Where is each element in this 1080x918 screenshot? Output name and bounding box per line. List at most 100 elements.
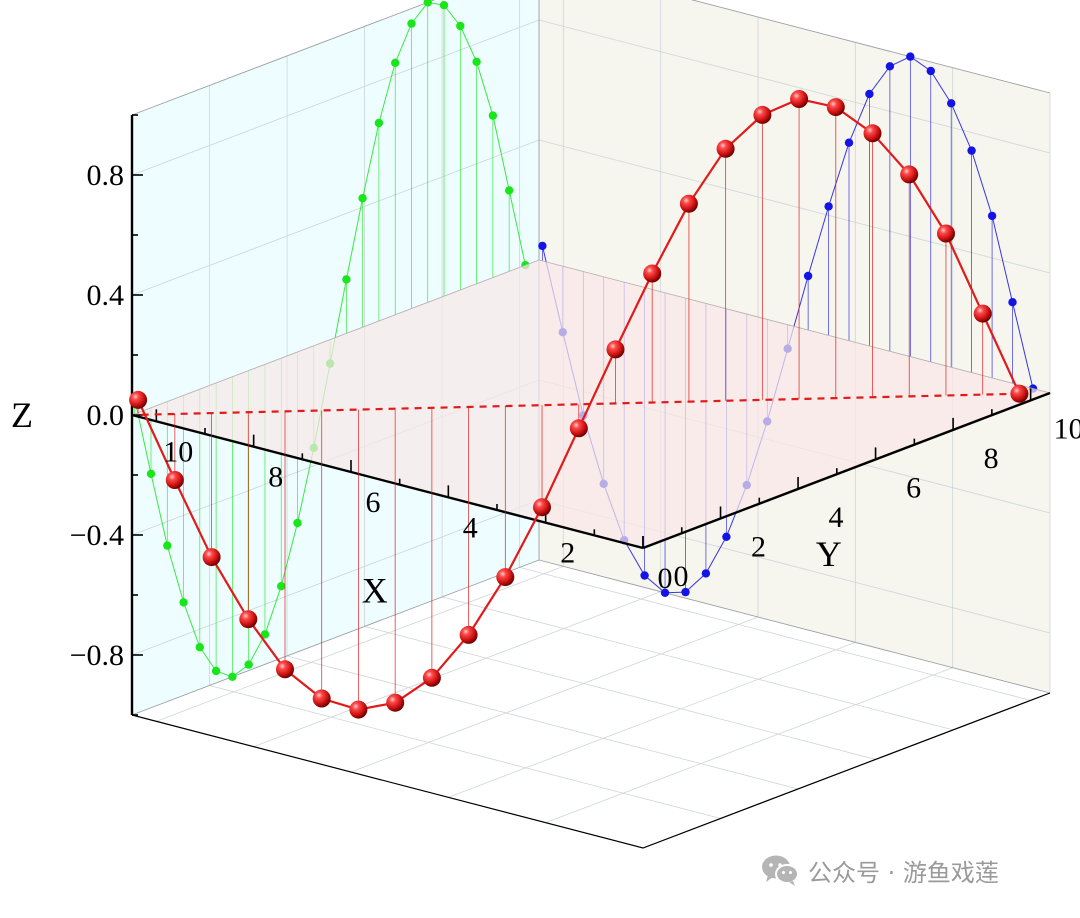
z-tick-label: 0.0 [87, 399, 125, 432]
xz-projection-point [844, 138, 854, 147]
gridline [448, 641, 856, 798]
yz-projection-point [146, 469, 156, 478]
x-tick-label: 2 [560, 537, 575, 570]
xz-projection-point [947, 99, 956, 108]
main-sphere-point [386, 693, 405, 712]
main-sphere-point [569, 419, 588, 438]
main-sphere-point [973, 304, 992, 323]
y-tick-label: 2 [751, 531, 766, 564]
x-tick-label: 8 [268, 461, 283, 494]
y-axis-title: Y [816, 534, 842, 574]
main-sphere-point [643, 264, 662, 283]
gridline [209, 685, 721, 819]
main-sphere-point [422, 668, 441, 687]
xz-projection-point [681, 587, 690, 597]
xz-projection-point [906, 52, 915, 61]
y-tick-label: 8 [984, 442, 999, 475]
yz-projection-point [260, 630, 270, 639]
y-tick-label: 10 [1054, 412, 1080, 445]
x-axis-line [131, 413, 644, 550]
main-sphere-point [312, 689, 331, 708]
main-sphere-point [937, 224, 955, 243]
main-sphere-point [679, 194, 698, 213]
main-sphere-point [826, 98, 845, 117]
y-tick-label: 4 [829, 501, 844, 534]
yz-projection-point [407, 19, 416, 28]
gridline [364, 626, 876, 760]
y-tick-label: 6 [906, 471, 921, 504]
xz-projection-point [967, 146, 976, 155]
main-sphere-point [1010, 384, 1029, 403]
main-sphere-point [863, 124, 882, 143]
gridline [350, 616, 759, 773]
xz-projection-point [660, 588, 670, 597]
wechat-icon [762, 855, 799, 886]
x-axis-title: X [362, 571, 388, 611]
xz-projection-point [824, 202, 833, 211]
main-sphere-point [790, 90, 809, 108]
wall-edge [131, 0, 436, 116]
xz-projection-point [1008, 298, 1017, 307]
gridline [253, 591, 661, 748]
x-tick-label: 0 [658, 562, 673, 595]
yz-projection-point [277, 582, 286, 591]
main-sphere-point [606, 340, 625, 359]
yz-projection-point [293, 518, 302, 528]
yz-projection-point [472, 57, 481, 66]
gridline [545, 667, 953, 824]
gridline [519, 566, 1031, 701]
yz-projection-point [391, 58, 400, 67]
yz-projection-point [423, 0, 432, 7]
main-sphere-point [349, 700, 368, 719]
z-tick-label: 0.8 [87, 159, 125, 192]
yz-projection-point [342, 275, 351, 284]
gridline [441, 596, 954, 731]
yz-projection-point [488, 111, 498, 120]
main-sphere-point [129, 390, 148, 409]
z-tick-label: −0.4 [70, 519, 124, 552]
main-sphere-point [239, 610, 258, 629]
xz-projection-point [722, 532, 731, 541]
wall-edge [538, 559, 1051, 694]
xz-projection-point [803, 271, 813, 281]
main-sphere-point [900, 165, 919, 184]
yz-projection-point [358, 194, 367, 203]
yz-projection-point [439, 1, 449, 10]
z-tick-label: −0.8 [70, 639, 124, 672]
yz-projection-point [374, 118, 384, 128]
xz-projection-point [701, 569, 711, 578]
y-axis-line [642, 391, 1051, 550]
yz-projection-point [211, 666, 221, 676]
main-sphere-point [716, 139, 735, 158]
main-sphere-point [496, 568, 515, 587]
wall-edge [131, 559, 540, 716]
xz-projection-point [926, 66, 935, 76]
main-sphere-point [459, 625, 478, 644]
main-sphere-point [202, 548, 221, 567]
yz-projection-point [505, 186, 514, 195]
xz-projection-point [538, 241, 547, 251]
yz-projection-point [456, 21, 465, 31]
main-sphere-point [753, 105, 772, 124]
y-tick-label: 0 [674, 560, 689, 593]
xz-projection-point [987, 211, 997, 221]
wall-edge [690, 0, 1051, 94]
gridline [286, 655, 799, 790]
z-tick-label: 0.4 [87, 279, 125, 312]
xz-projection-point [865, 89, 874, 99]
main-sphere-point [165, 471, 184, 489]
yz-projection-point [244, 660, 253, 669]
xz-projection-point [640, 571, 649, 580]
main-floor-projection [138, 392, 1020, 416]
main-sphere-point [533, 498, 551, 517]
x-tick-label: 6 [366, 486, 381, 519]
yz-projection-point [179, 598, 188, 607]
yz-projection-point [228, 672, 237, 681]
floor-front-edge [131, 692, 1051, 849]
z-axis-title: Z [11, 395, 33, 435]
yz-projection-point [195, 643, 204, 652]
main-sphere-point [276, 660, 294, 679]
watermark-text: 公众号 · 游鱼戏莲 [808, 858, 999, 887]
